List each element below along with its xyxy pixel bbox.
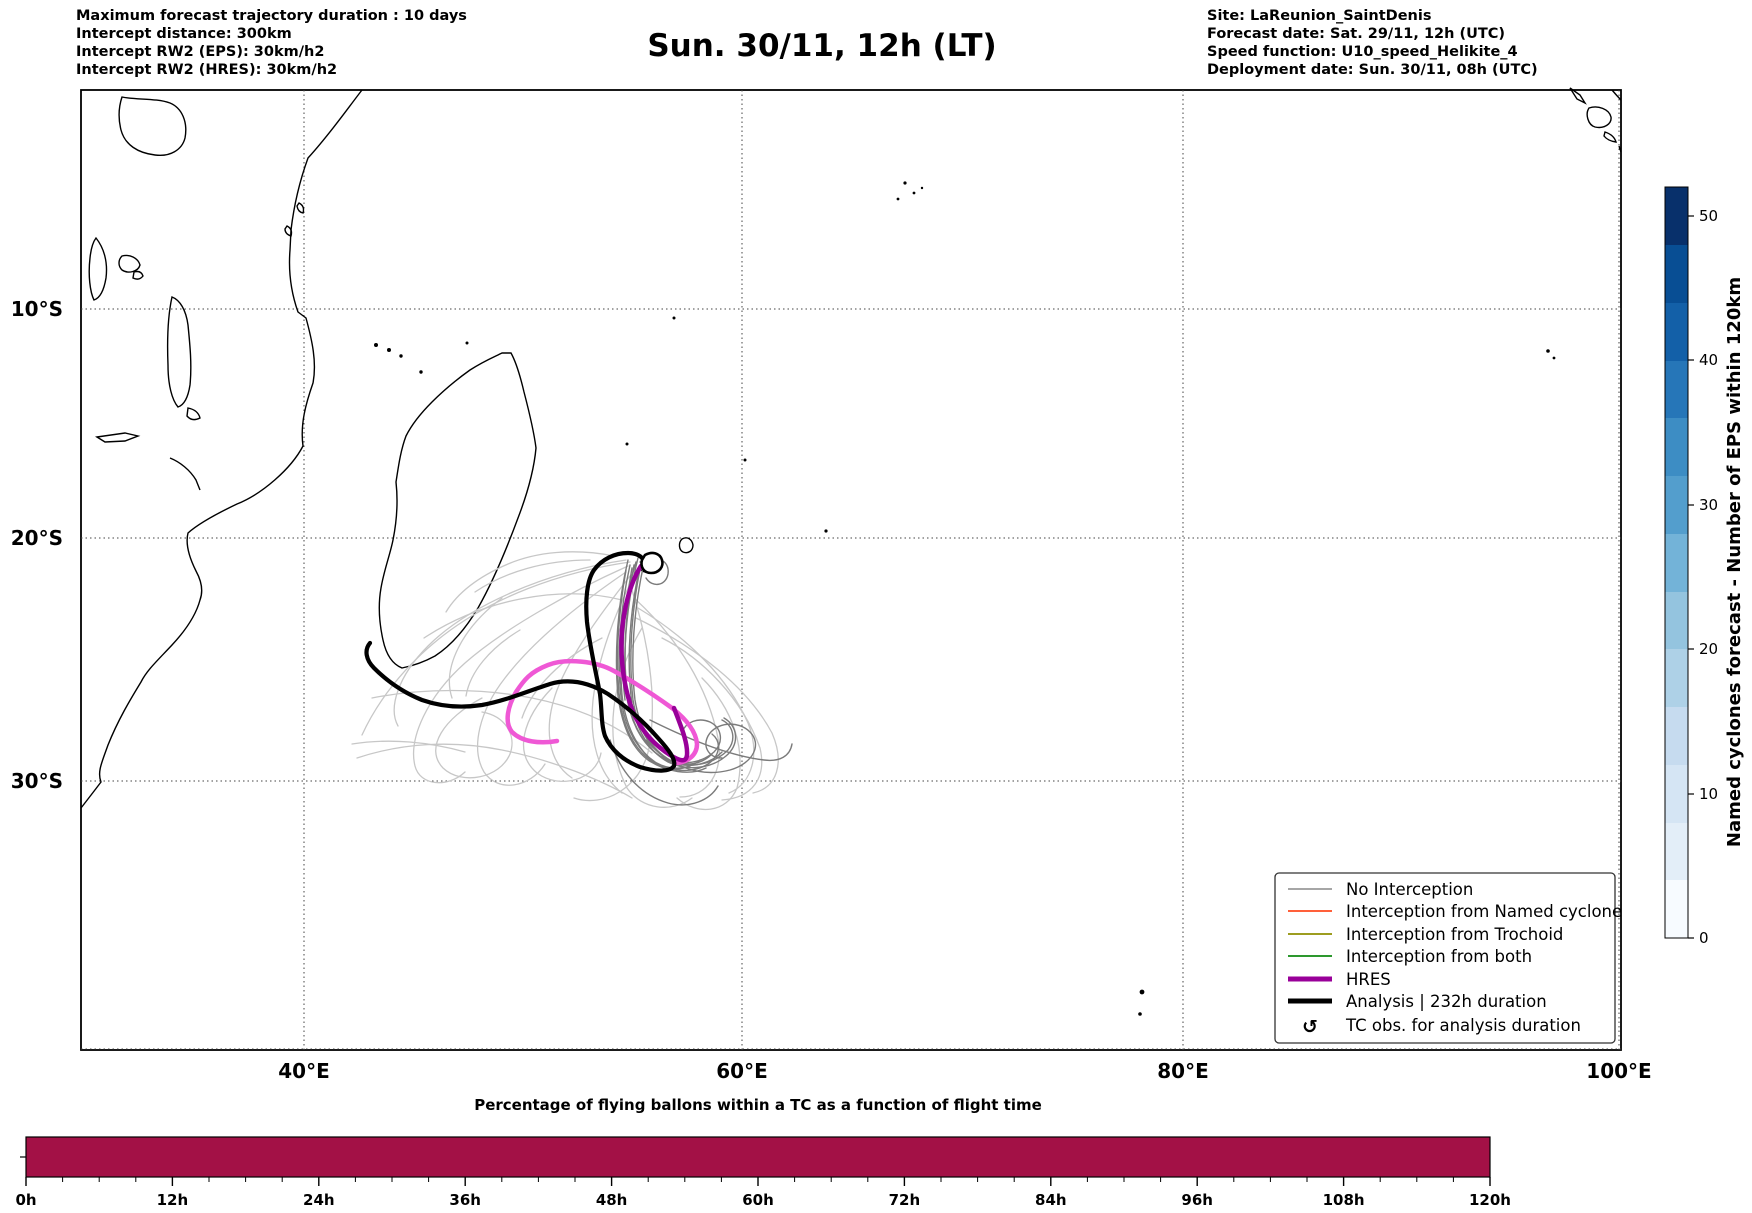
page-title: Sun. 30/11, 12h (LT)	[647, 28, 996, 64]
hres-track	[619, 563, 690, 763]
x-tick-100e: 100°E	[1586, 1059, 1651, 1083]
colorbar-ticks	[1688, 215, 1694, 939]
header-right-block: Site: LaReunion_SaintDenis Forecast date…	[1207, 8, 1538, 78]
legend-label-named-cyclone: Interception from Named cyclone	[1346, 902, 1622, 921]
x-label-0h: 0h	[15, 1191, 36, 1209]
intercept-distance-text: Intercept distance: 300km	[76, 26, 292, 42]
map-gridlines	[81, 90, 1621, 1050]
intercept-rw2-eps-text: Intercept RW2 (EPS): 30km/h2	[76, 44, 324, 60]
colorbar-seg-10	[1665, 303, 1688, 361]
tc-obs-marker	[640, 551, 664, 575]
colorbar-tick-20: 20	[1699, 640, 1718, 658]
x-label-120h: 120h	[1469, 1191, 1511, 1209]
legend-box	[1274, 872, 1616, 1044]
bottom-bar-chart: Percentage of flying ballons within a TC…	[15, 1096, 1511, 1209]
x-tick-80e: 80°E	[1157, 1059, 1209, 1083]
pink-tc-track	[505, 658, 700, 766]
x-tick-40e: 40°E	[278, 1059, 330, 1083]
header-left-block: Maximum forecast trajectory duration : 1…	[76, 8, 467, 78]
colorbar-outline	[1664, 186, 1689, 939]
colorbar-title: Named cyclones forecast - Number of EPS …	[1724, 277, 1745, 847]
legend-label-both: Interception from both	[1346, 947, 1532, 966]
y-tick-30s: 30°S	[11, 769, 63, 793]
y-tick-20s: 20°S	[11, 526, 63, 550]
map-panel: 10°S 20°S 30°S 40°E 60°E 80°E 100°E	[11, 87, 1652, 1083]
legend-label-analysis: Analysis | 232h duration	[1346, 992, 1547, 1011]
colorbar-seg-2	[1665, 765, 1688, 823]
legend-label-hres: HRES	[1346, 970, 1391, 989]
x-tick-60e: 60°E	[716, 1059, 768, 1083]
colorbar-tick-0: 0	[1699, 929, 1709, 947]
map-axis-labels: 10°S 20°S 30°S 40°E 60°E 80°E 100°E	[11, 297, 1652, 1083]
legend-label-no-interception: No Interception	[1346, 880, 1473, 899]
mauritius-island	[678, 537, 694, 554]
colorbar-seg-7	[1665, 476, 1688, 534]
map-legend: No Interception Interception from Named …	[1274, 872, 1622, 1044]
colorbar-tick-40: 40	[1699, 351, 1718, 369]
legend-label-tc-obs: TC obs. for analysis duration	[1345, 1016, 1581, 1035]
max-duration-text: Maximum forecast trajectory duration : 1…	[76, 8, 467, 24]
colorbar-tick-10: 10	[1699, 785, 1718, 803]
tc-percentage-bar	[26, 1137, 1490, 1177]
colorbar-seg-4	[1665, 649, 1688, 707]
x-label-96h: 96h	[1181, 1191, 1213, 1209]
bottom-chart-title: Percentage of flying ballons within a TC…	[474, 1096, 1042, 1114]
intercept-rw2-hres-text: Intercept RW2 (HRES): 30km/h2	[76, 62, 337, 78]
bottom-chart-x-labels: 0h 12h 24h 36h 48h 60h 72h 84h 96h 108h …	[15, 1191, 1511, 1209]
colorbar-seg-1	[1665, 822, 1688, 880]
x-label-24h: 24h	[303, 1191, 335, 1209]
x-label-12h: 12h	[157, 1191, 189, 1209]
deployment-date-text: Deployment date: Sun. 30/11, 08h (UTC)	[1207, 62, 1538, 78]
bottom-chart-minor-ticks	[62, 1177, 1454, 1182]
x-label-36h: 36h	[449, 1191, 481, 1209]
colorbar-seg-12	[1665, 187, 1688, 245]
colorbar-seg-3	[1665, 707, 1688, 765]
site-text: Site: LaReunion_SaintDenis	[1207, 8, 1431, 24]
colorbar-tick-50: 50	[1699, 207, 1718, 225]
forecast-date-text: Forecast date: Sat. 29/11, 12h (UTC)	[1207, 26, 1505, 42]
speed-function-text: Speed function: U10_speed_Helikite_4	[1207, 44, 1518, 60]
cyclone-rotation-icon: ↺	[1302, 1016, 1318, 1038]
colorbar-seg-0	[1665, 880, 1688, 938]
x-label-84h: 84h	[1035, 1191, 1067, 1209]
x-label-48h: 48h	[596, 1191, 628, 1209]
x-label-60h: 60h	[742, 1191, 774, 1209]
x-label-108h: 108h	[1323, 1191, 1365, 1209]
colorbar-seg-9	[1665, 360, 1688, 418]
y-tick-10s: 10°S	[11, 297, 63, 321]
bottom-chart-major-ticks	[25, 1177, 1491, 1186]
x-label-72h: 72h	[889, 1191, 921, 1209]
colorbar-seg-8	[1665, 418, 1688, 476]
legend-label-trochoid: Interception from Trochoid	[1346, 925, 1563, 944]
colorbar: 0 10 20 30 40 50 Named cyclones forecast…	[1664, 186, 1745, 947]
analysis-track	[364, 550, 677, 773]
colorbar-seg-5	[1665, 591, 1688, 649]
colorbar-seg-6	[1665, 534, 1688, 592]
colorbar-seg-11	[1665, 245, 1688, 303]
colorbar-tick-30: 30	[1699, 496, 1718, 514]
coastlines	[80, 87, 1622, 1016]
